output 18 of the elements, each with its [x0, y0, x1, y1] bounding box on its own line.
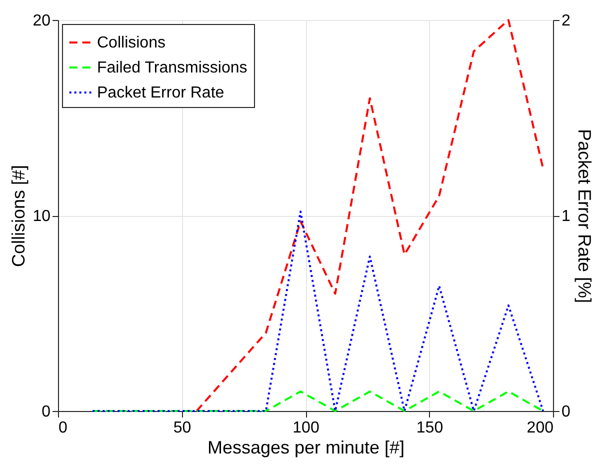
x-tick-label: 0	[58, 420, 68, 436]
line-series	[92, 210, 544, 412]
y2-tick-label: 2	[562, 12, 570, 30]
legend-label: Failed Transmissions	[97, 60, 248, 76]
y-tick-label: 10	[32, 208, 51, 225]
x-tick-label: 50	[173, 420, 192, 436]
legend-label: Collisions	[97, 34, 166, 52]
x-tick-label: 200	[526, 420, 554, 436]
x-tick-label: 150	[416, 420, 444, 436]
y-tick-label: 20	[32, 12, 51, 30]
y-tick-label: 0	[42, 404, 51, 420]
legend-label: Packet Error Rate	[97, 84, 224, 102]
y2-axis-title: Packet Error Rate [%]	[574, 128, 594, 304]
y2-tick-label: 0	[562, 404, 570, 420]
x-axis-title: Messages per minute [#]	[207, 438, 405, 458]
y2-tick-label: 1	[562, 208, 570, 225]
y-axis-title: Collisions [#]	[8, 164, 29, 268]
x-tick-label: 100	[292, 420, 320, 436]
